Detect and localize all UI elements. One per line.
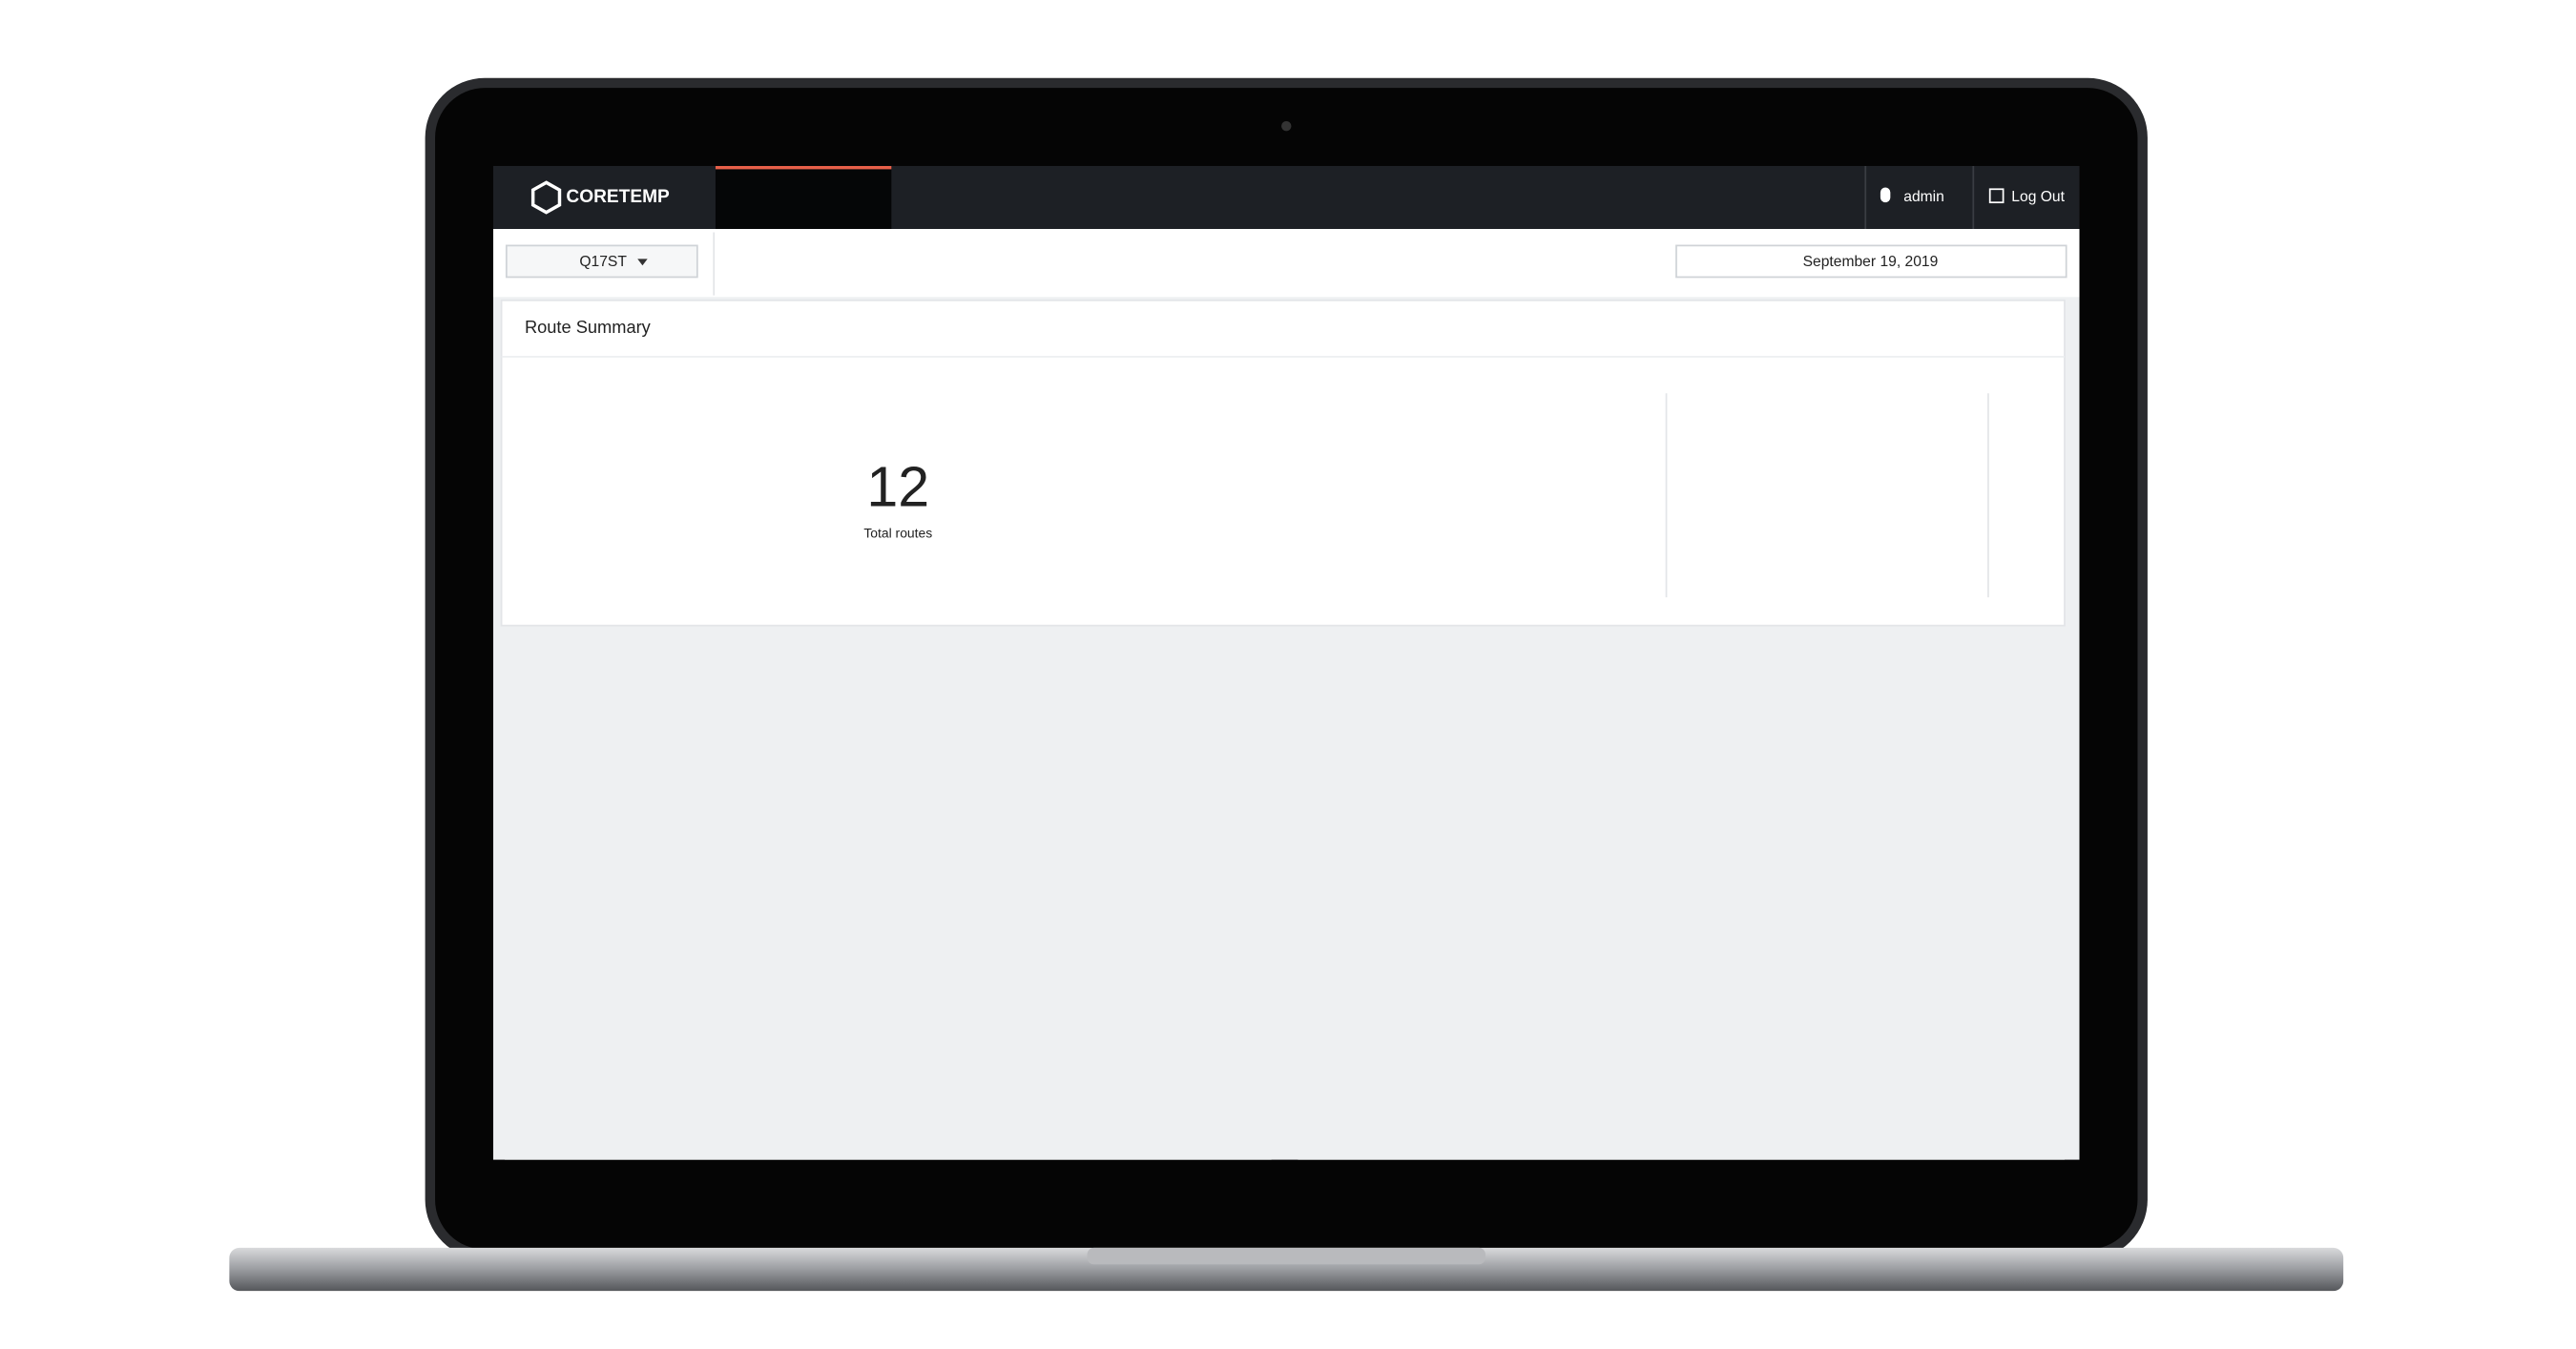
nav-user[interactable]: admin <box>1903 189 1944 205</box>
date-picker[interactable] <box>1675 244 2067 279</box>
nav-logout[interactable]: Log Out <box>2011 189 2065 205</box>
user-icon <box>1880 187 1891 203</box>
site-dropdown[interactable] <box>505 244 698 279</box>
screen: CORETEMP admin Log Out Q17ST September 1… <box>492 165 2080 1160</box>
date-label: September 19, 2019 <box>1803 254 1939 270</box>
site-label: Q17ST <box>579 254 627 270</box>
brand: CORETEMP <box>566 187 670 207</box>
logout-icon <box>1988 188 2005 204</box>
brand-logo <box>530 180 562 215</box>
total-routes: 12 <box>866 454 929 518</box>
dropdown-caret <box>637 259 648 266</box>
panel-title: Route Summary <box>525 317 652 337</box>
nav-active-border <box>715 165 892 170</box>
laptop-notch <box>1087 1247 1485 1265</box>
camera <box>1281 120 1292 132</box>
route-summary-panel <box>500 299 2066 627</box>
total-routes-label: Total routes <box>863 526 932 541</box>
nav-active <box>715 165 892 230</box>
laptop-base <box>229 1247 2344 1292</box>
